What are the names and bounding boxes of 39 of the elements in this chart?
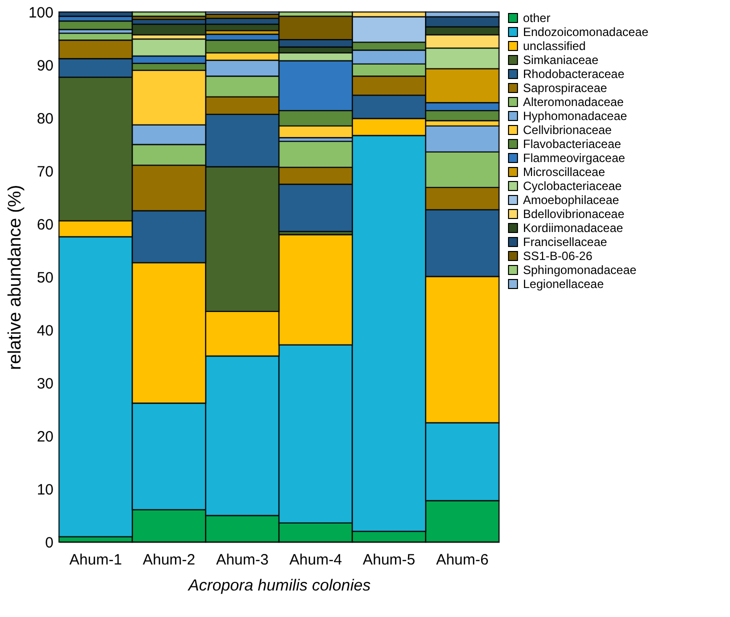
y-tick-label: 80	[36, 110, 54, 128]
x-tick-label: Ahum-4	[289, 552, 342, 568]
legend-label: Flavobacteriaceae	[523, 137, 622, 151]
legend-label: Cyclobacteriaceae	[523, 179, 622, 193]
legend-label: unclassified	[523, 39, 586, 53]
y-tick-label: 30	[36, 376, 54, 392]
legend-label: Simkaniaceae	[523, 53, 599, 67]
legend-label: Alteromonadaceae	[523, 95, 624, 109]
legend-label: Saprospiraceae	[523, 81, 608, 95]
legend-label: Cellvibrionaceae	[523, 123, 612, 137]
x-axis-title: Acropora humilis colonies	[187, 578, 371, 594]
legend-label: Legionellaceae	[523, 277, 604, 291]
y-tick-label: 60	[36, 216, 54, 234]
y-tick-label: 0	[45, 534, 54, 552]
y-axis-title: relative abundance (%)	[4, 184, 24, 370]
legend-label: Hyphomonadaceae	[523, 109, 628, 123]
legend-label: Kordiimonadaceae	[523, 221, 624, 235]
y-tick-label: 90	[36, 58, 54, 74]
x-tick-label: Ahum-5	[362, 552, 416, 568]
legend-label: Endozoicomonadaceae	[523, 25, 649, 39]
x-tick-label: Ahum-1	[69, 552, 122, 568]
legend-label: Rhodobacteraceae	[523, 67, 625, 81]
y-tick-label: 40	[36, 322, 54, 340]
legend-label: SS1-B-06-26	[523, 249, 593, 263]
y-tick-label: 70	[36, 164, 54, 180]
x-tick-label: Ahum-6	[436, 552, 489, 568]
y-tick-label: 10	[36, 482, 54, 498]
legend-label: other	[523, 11, 550, 25]
x-tick-label: Ahum-3	[216, 552, 269, 568]
legend-label: Microscillaceae	[523, 165, 606, 179]
legend-label: Flammeovirgaceae	[523, 151, 626, 165]
legend-label: Francisellaceae	[523, 235, 608, 249]
x-tick-label: Ahum-2	[142, 552, 196, 568]
legend-label: Amoebophilaceae	[523, 193, 620, 207]
y-tick-label: 100	[28, 4, 54, 22]
y-tick-label: 20	[36, 428, 54, 446]
y-tick-label: 50	[36, 270, 54, 286]
legend-label: Bdellovibrionaceae	[523, 207, 625, 221]
legend-label: Sphingomonadaceae	[523, 263, 637, 277]
